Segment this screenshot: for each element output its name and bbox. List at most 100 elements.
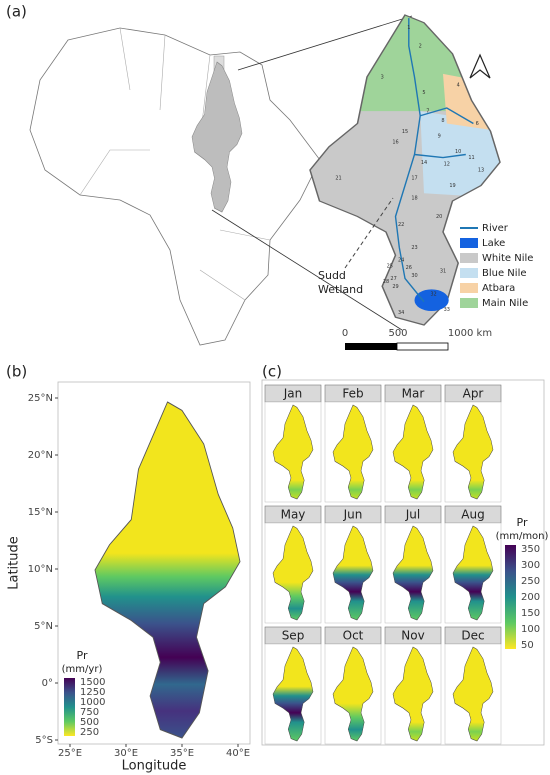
legend-swatch xyxy=(460,268,478,278)
month-label: Sep xyxy=(282,629,305,643)
colorbar-title: Pr xyxy=(517,516,528,529)
month-label: Apr xyxy=(463,387,484,401)
subbasin-number: 11 xyxy=(468,155,474,161)
annotation-arrow xyxy=(344,197,394,269)
x-axis-label: Longitude xyxy=(122,759,187,774)
subbasin-number: 22 xyxy=(398,222,404,228)
legend-label: Blue Nile xyxy=(482,268,527,279)
colorbar-tick-label: 250 xyxy=(521,576,540,587)
y-tick-label: 5°N xyxy=(34,621,53,632)
legend-label: Main Nile xyxy=(482,298,528,309)
colorbar-tick-label: 200 xyxy=(521,592,540,603)
legend-label: River xyxy=(482,223,509,234)
subbasin-number: 3 xyxy=(381,75,384,81)
x-tick-label: 40°E xyxy=(226,748,250,759)
subbasin-number: 33 xyxy=(444,307,450,313)
legend-label: Lake xyxy=(482,238,505,249)
month-label: Mar xyxy=(402,387,425,401)
legend: River Lake White Nile Blue Nile Atbara Main N… xyxy=(460,223,533,309)
month-label: Dec xyxy=(461,629,484,643)
y-tick-label: 25°N xyxy=(28,393,53,404)
panel-label: (b) xyxy=(6,363,27,381)
legend-swatch xyxy=(460,253,478,263)
subbasin-number: 26 xyxy=(406,265,412,271)
subbasin-number: 31 xyxy=(440,268,446,274)
y-tick-label: 5°S xyxy=(35,735,53,746)
colorbar-tick-label: 750 xyxy=(80,707,99,718)
y-tick-label: 15°N xyxy=(28,507,53,518)
month-label: Feb xyxy=(342,387,363,401)
subbasin-number: 2 xyxy=(419,44,422,50)
panel-label: (a) xyxy=(6,3,27,21)
zoom-line xyxy=(211,209,403,331)
colorbar-tick-label: 1500 xyxy=(80,677,105,688)
subbasin-number: 21 xyxy=(335,175,341,181)
subbasin-number: 4 xyxy=(457,82,460,88)
y-tick-label: 10°N xyxy=(28,564,53,575)
north-arrow xyxy=(469,53,491,79)
subbasin-number: 10 xyxy=(455,149,461,155)
scale-bar xyxy=(396,342,449,351)
month-label: Jun xyxy=(343,508,363,522)
y-tick-label: 20°N xyxy=(28,450,53,461)
month-label: Aug xyxy=(461,508,484,522)
month-label: Nov xyxy=(401,629,424,643)
x-tick-label: 30°E xyxy=(114,748,138,759)
subbasin-numbers: 1234567891011121314151617181920212223242… xyxy=(335,25,484,316)
legend-label: White Nile xyxy=(482,253,533,264)
subbasin-number: 6 xyxy=(476,121,479,127)
month-label: May xyxy=(281,508,306,522)
subbasin-number: 30 xyxy=(411,273,417,279)
scale-bar xyxy=(345,343,397,350)
subbasin-number: 32 xyxy=(430,292,436,298)
subbasin-number: 5 xyxy=(422,90,425,96)
x-tick-label: 35°E xyxy=(170,748,194,759)
subbasin-number: 9 xyxy=(438,133,441,139)
zoom-line xyxy=(237,15,413,71)
annotation: Sudd xyxy=(318,269,346,282)
colorbar-title: (mm/yr) xyxy=(62,664,103,675)
y-tick-label: 0° xyxy=(42,678,53,689)
subbasin-number: 13 xyxy=(478,168,484,174)
subbasin-number: 7 xyxy=(426,109,429,115)
colorbar xyxy=(64,678,75,736)
subbasin-number: 27 xyxy=(390,276,396,282)
month-label: Jan xyxy=(283,387,303,401)
subbasin-number: 25 xyxy=(387,264,393,270)
colorbar-tick-label: 300 xyxy=(521,560,540,571)
africa-outline xyxy=(29,27,321,346)
legend-swatch xyxy=(460,298,478,308)
legend-swatch xyxy=(460,238,478,248)
subbasin-number: 12 xyxy=(444,161,450,167)
subbasin-number: 29 xyxy=(392,284,398,290)
legend-label: Atbara xyxy=(482,283,515,294)
colorbar-tick-label: 350 xyxy=(521,544,540,555)
subbasin-number: 34 xyxy=(398,310,404,316)
subbasin-number: 17 xyxy=(411,175,417,181)
colorbar-tick-label: 100 xyxy=(521,624,540,635)
monthly-maps: Jan Feb Mar Apr May Jun Jul Aug Sep Oct Nov Dec xyxy=(264,384,502,745)
colorbar-tick-label: 50 xyxy=(521,640,534,651)
subbasin-number: 18 xyxy=(411,195,417,201)
colorbar xyxy=(505,545,516,649)
subbasin-number: 15 xyxy=(402,129,408,135)
panel-label: (c) xyxy=(262,363,282,381)
borders xyxy=(79,27,271,301)
axes: 25°N 20°N 15°N 10°N 5°N 0° 5°S 25°E 30°E 35°E 40°E xyxy=(28,393,250,759)
subbasin-number: 1 xyxy=(407,25,410,31)
scale-label: 500 xyxy=(388,328,407,339)
subbasin-number: 24 xyxy=(398,257,404,263)
y-axis-label: Latitude xyxy=(7,536,22,590)
colorbar-title: Pr xyxy=(77,649,88,662)
month-label: Oct xyxy=(343,629,364,643)
subbasin-number: 16 xyxy=(392,140,398,146)
subbasin-number: 8 xyxy=(441,118,444,124)
colorbar-tick-label: 500 xyxy=(80,717,99,728)
subbasin-number: 20 xyxy=(436,214,442,220)
annotation: Wetland xyxy=(318,283,363,296)
scale-label: 1000 km xyxy=(448,328,492,339)
month-label: Jul xyxy=(405,508,420,522)
scale-label: 0 xyxy=(342,328,348,339)
x-tick-label: 25°E xyxy=(58,748,82,759)
